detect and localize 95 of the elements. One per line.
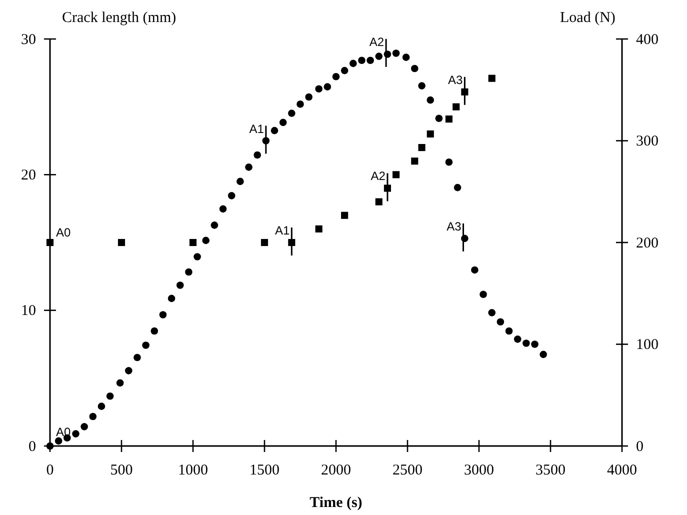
y-tick-label: 30 — [21, 32, 36, 48]
point — [426, 130, 434, 138]
y2-tick-label: 100 — [636, 337, 658, 354]
y2-tick-label: 400 — [636, 32, 658, 48]
x-tick-label: 4000 — [607, 462, 637, 479]
point — [392, 50, 400, 57]
point — [116, 379, 124, 387]
point — [98, 402, 106, 410]
point — [305, 93, 312, 101]
point — [341, 212, 348, 219]
x-tick-label: 2500 — [392, 462, 422, 479]
y2-axis-title: Load (N) — [560, 10, 616, 26]
point — [270, 126, 278, 134]
point — [480, 290, 487, 298]
point — [454, 184, 462, 192]
x-tick-label: 500 — [110, 462, 133, 479]
point — [279, 118, 287, 126]
point — [418, 82, 426, 90]
point — [505, 327, 513, 335]
point — [219, 205, 227, 213]
y2-tick-label: 200 — [636, 235, 658, 252]
x-axis-title: Time (s) — [310, 495, 362, 511]
x-tick-label: 3000 — [464, 462, 494, 479]
point — [202, 236, 210, 244]
point — [324, 83, 332, 90]
point — [540, 350, 548, 358]
point — [488, 74, 496, 82]
point — [315, 225, 322, 232]
point — [118, 238, 126, 246]
point — [375, 52, 383, 60]
x-tick-label: 3500 — [536, 462, 566, 479]
point — [358, 56, 366, 64]
y2-tick-label: 300 — [636, 134, 658, 150]
point — [332, 73, 340, 80]
point — [210, 222, 218, 229]
point — [410, 64, 418, 72]
point — [296, 100, 304, 108]
y-tick-label: 0 — [28, 438, 36, 455]
point — [522, 340, 530, 347]
point — [134, 354, 141, 362]
point — [236, 178, 244, 186]
point — [375, 198, 382, 206]
x-tick-label: 1500 — [250, 462, 280, 479]
annotation: A0 — [56, 226, 72, 240]
point — [435, 114, 443, 122]
point — [189, 238, 197, 246]
point — [46, 238, 54, 246]
point — [514, 336, 522, 343]
point — [142, 342, 150, 349]
point — [350, 60, 357, 68]
annotation: A1 — [274, 224, 290, 238]
point — [315, 85, 322, 93]
y2-tick-label: 0 — [636, 438, 644, 455]
annotation: A3 — [446, 219, 462, 234]
point — [254, 151, 262, 159]
point — [392, 171, 400, 178]
point — [124, 367, 132, 374]
point — [245, 164, 252, 171]
point — [411, 158, 418, 165]
point — [366, 56, 374, 64]
point — [452, 103, 460, 110]
point — [402, 54, 410, 61]
point — [106, 392, 114, 400]
y-tick-label: 10 — [21, 303, 36, 320]
y-axis-title: Crack length (mm) — [62, 10, 176, 26]
annotation: A1 — [249, 122, 264, 136]
point — [228, 192, 236, 200]
point — [72, 430, 80, 438]
point — [89, 412, 97, 420]
point — [471, 266, 478, 274]
point — [159, 311, 167, 318]
point — [531, 340, 538, 348]
point — [150, 327, 158, 335]
point — [54, 437, 62, 445]
x-tick-label: 2000 — [321, 462, 351, 479]
point — [340, 66, 348, 74]
point — [445, 116, 453, 123]
point — [260, 238, 268, 246]
point — [168, 294, 176, 302]
point — [445, 158, 453, 166]
point — [288, 110, 296, 117]
annotation: A2 — [369, 34, 384, 49]
point — [194, 253, 201, 260]
point — [80, 423, 88, 430]
x-tick-label: 0 — [46, 462, 54, 479]
point — [488, 309, 496, 316]
point — [185, 268, 192, 276]
annotation: A3 — [448, 72, 464, 87]
point — [176, 282, 184, 289]
y-tick-label: 20 — [21, 167, 36, 184]
point — [418, 144, 426, 152]
point — [496, 318, 504, 326]
x-tick-label: 1000 — [178, 462, 208, 479]
annotation: A2 — [370, 169, 386, 184]
point — [426, 96, 434, 104]
